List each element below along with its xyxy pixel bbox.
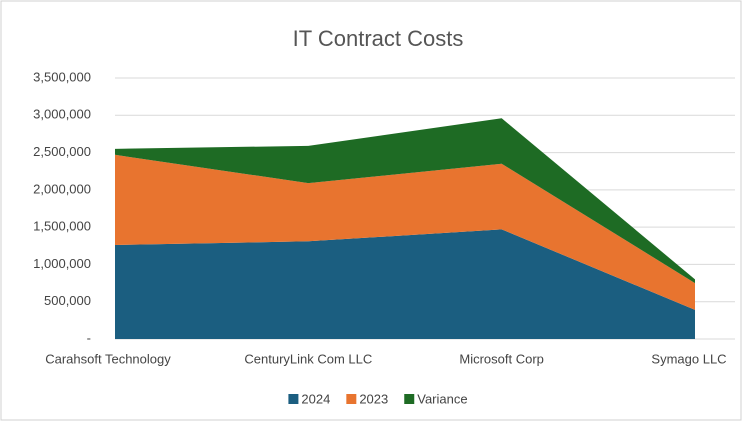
x-tick-label: Carahsoft Technology: [45, 351, 171, 366]
x-tick-label: Microsoft Corp: [459, 351, 544, 366]
y-tick-label: 500,000: [44, 293, 91, 308]
chart-title: IT Contract Costs: [293, 26, 464, 51]
legend-swatch: [346, 394, 357, 404]
x-tick-label: Symago LLC: [651, 351, 726, 366]
legend-swatch: [288, 394, 299, 404]
y-tick-label: 3,500,000: [33, 69, 91, 84]
area: [115, 229, 695, 339]
area: [115, 118, 695, 284]
legend-label: 2024: [301, 391, 330, 406]
legend-label: Variance: [417, 391, 467, 406]
y-tick-label: 2,500,000: [33, 144, 91, 159]
y-tick-label: 2,000,000: [33, 181, 91, 196]
legend-swatch: [404, 394, 415, 404]
y-tick-label: -: [87, 330, 91, 345]
x-tick-label: CenturyLink Com LLC: [244, 351, 372, 366]
legend-label: 2023: [359, 391, 388, 406]
area: [115, 154, 695, 310]
legend: 2024 2023 Variance: [288, 391, 468, 406]
y-tick-label: 3,000,000: [33, 107, 91, 122]
y-tick-label: 1,500,000: [33, 219, 91, 234]
y-tick-label: 1,000,000: [33, 256, 91, 271]
